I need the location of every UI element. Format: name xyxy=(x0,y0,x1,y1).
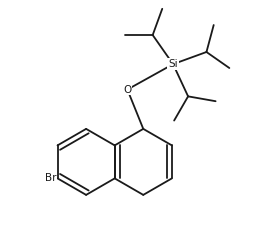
Text: O: O xyxy=(123,84,131,95)
Text: Si: Si xyxy=(168,59,178,69)
Text: Br: Br xyxy=(45,173,56,183)
